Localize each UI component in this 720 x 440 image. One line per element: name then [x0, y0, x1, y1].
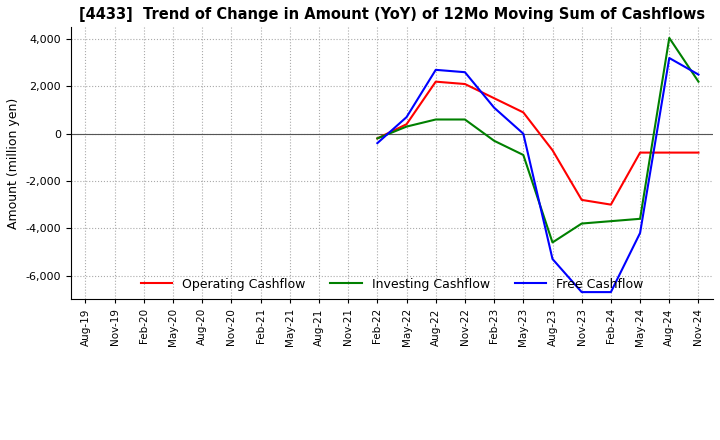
Free Cashflow — [548, 257, 557, 262]
Y-axis label: Amount (million yen): Amount (million yen) — [7, 98, 20, 229]
Free Cashflow — [577, 290, 586, 295]
Operating Cashflow — [402, 121, 411, 127]
Investing Cashflow — [402, 124, 411, 129]
Operating Cashflow — [577, 197, 586, 202]
Investing Cashflow — [665, 35, 674, 40]
Line: Operating Cashflow: Operating Cashflow — [377, 82, 698, 205]
Investing Cashflow — [519, 152, 528, 158]
Operating Cashflow — [519, 110, 528, 115]
Operating Cashflow — [606, 202, 615, 207]
Operating Cashflow — [461, 81, 469, 87]
Line: Free Cashflow: Free Cashflow — [377, 58, 698, 292]
Operating Cashflow — [665, 150, 674, 155]
Free Cashflow — [694, 72, 703, 77]
Free Cashflow — [636, 231, 644, 236]
Free Cashflow — [402, 114, 411, 120]
Free Cashflow — [519, 131, 528, 136]
Line: Investing Cashflow: Investing Cashflow — [377, 38, 698, 242]
Operating Cashflow — [490, 95, 498, 101]
Investing Cashflow — [636, 216, 644, 221]
Investing Cashflow — [373, 136, 382, 141]
Legend: Operating Cashflow, Investing Cashflow, Free Cashflow: Operating Cashflow, Investing Cashflow, … — [135, 273, 648, 296]
Operating Cashflow — [431, 79, 440, 84]
Investing Cashflow — [577, 221, 586, 226]
Operating Cashflow — [636, 150, 644, 155]
Operating Cashflow — [548, 147, 557, 153]
Investing Cashflow — [548, 240, 557, 245]
Title: [4433]  Trend of Change in Amount (YoY) of 12Mo Moving Sum of Cashflows: [4433] Trend of Change in Amount (YoY) o… — [79, 7, 705, 22]
Operating Cashflow — [373, 136, 382, 141]
Investing Cashflow — [606, 219, 615, 224]
Free Cashflow — [606, 290, 615, 295]
Investing Cashflow — [431, 117, 440, 122]
Investing Cashflow — [461, 117, 469, 122]
Investing Cashflow — [694, 79, 703, 84]
Investing Cashflow — [490, 138, 498, 143]
Free Cashflow — [431, 67, 440, 73]
Free Cashflow — [461, 70, 469, 75]
Free Cashflow — [665, 55, 674, 61]
Free Cashflow — [373, 140, 382, 146]
Operating Cashflow — [694, 150, 703, 155]
Free Cashflow — [490, 105, 498, 110]
